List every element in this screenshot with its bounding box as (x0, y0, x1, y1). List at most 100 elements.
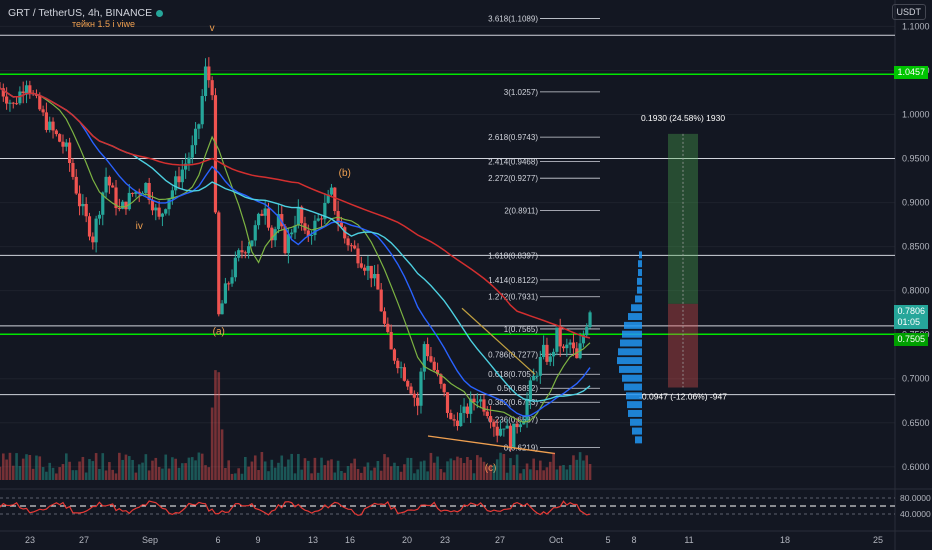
volume-bar (224, 467, 227, 480)
volume-bar (287, 459, 290, 480)
volume-bar (452, 460, 456, 480)
volume-bar (449, 458, 453, 480)
volume-bar (214, 370, 217, 480)
volume-bar (416, 469, 419, 480)
candle-body (210, 80, 214, 96)
candle-body (207, 66, 211, 81)
volume-bar (177, 467, 181, 480)
volume-bar (535, 470, 539, 480)
volume-bar (18, 466, 22, 480)
volume-bar (104, 470, 108, 480)
volume-bar (336, 460, 340, 480)
x-tick-label: Sep (142, 535, 158, 545)
candle-body (266, 208, 271, 228)
volume-bar (552, 452, 555, 480)
candle-body (233, 257, 237, 278)
volume-bar (525, 463, 529, 480)
volume-bar (118, 452, 121, 480)
volume-profile-bar (622, 374, 642, 382)
currency-button[interactable]: USDT (891, 4, 926, 20)
candle-body (38, 95, 42, 110)
volume-bar (476, 455, 479, 480)
candle-body (379, 289, 383, 312)
candle-body (525, 399, 529, 421)
candle-body (316, 218, 320, 221)
candle-body (439, 374, 443, 384)
fib-level-label: 0(0.6219) (504, 444, 539, 453)
volume-bar (41, 467, 45, 480)
candle-body (174, 176, 178, 191)
candle-body (250, 240, 254, 247)
volume-bar (439, 469, 443, 480)
volume-bar (174, 458, 177, 480)
volume-bar (263, 461, 267, 480)
candle-body (170, 190, 174, 200)
candle-body (87, 216, 92, 237)
x-tick-label: 5 (605, 535, 610, 545)
candle-body (495, 426, 499, 436)
candle-body (402, 367, 407, 381)
volume-bar (8, 452, 12, 480)
ma-red-line (0, 87, 591, 339)
candle-body (505, 425, 509, 429)
candle-body (200, 96, 204, 125)
candle-body (253, 225, 257, 241)
volume-bar (108, 462, 111, 480)
volume-bar (98, 468, 101, 480)
volume-profile-bar (628, 313, 642, 321)
candle-body (568, 342, 572, 345)
volume-bar (578, 452, 582, 480)
candle-body (555, 327, 559, 352)
volume-bar (134, 472, 138, 480)
candle-body (356, 248, 360, 264)
volume-bar (422, 460, 426, 480)
fib-level-label: 2.414(0.9468) (488, 157, 538, 166)
wave-label: (b) (339, 168, 351, 179)
candle-body (190, 145, 194, 158)
candle-body (290, 232, 294, 235)
candle-body (313, 220, 317, 235)
candle-body (353, 245, 357, 249)
x-tick-label: 6 (215, 535, 220, 545)
volume-bar (25, 454, 28, 480)
volume-bar (68, 461, 71, 480)
symbol-header: GRT / TetherUS, 4h, BINANCE (8, 7, 164, 19)
volume-bar (442, 472, 446, 480)
volume-bar (313, 457, 317, 480)
volume-bar (515, 454, 519, 480)
ma-green-line (0, 87, 591, 424)
volume-profile-bar (619, 365, 642, 373)
volume-bar (485, 465, 489, 480)
candle-body (465, 406, 469, 414)
candle-body (376, 273, 380, 290)
candle-body (84, 203, 88, 217)
candle-body (515, 423, 519, 428)
x-tick-label: 18 (780, 535, 790, 545)
candle-body (54, 130, 58, 135)
candle-body (71, 163, 75, 177)
volume-bar (171, 457, 174, 480)
candle-body (392, 349, 397, 361)
candle-body (94, 218, 98, 243)
volume-profile-bar (638, 260, 642, 268)
volume-bar (462, 463, 466, 480)
volume-bar (101, 453, 105, 480)
candle-body (366, 265, 370, 271)
volume-bar (38, 456, 42, 480)
candle-body (346, 238, 350, 246)
volume-bar (360, 472, 363, 480)
volume-bar (181, 463, 184, 480)
volume-bar (290, 453, 294, 480)
volume-bar (363, 466, 366, 480)
candle-body (442, 383, 446, 393)
volume-bar (61, 464, 65, 480)
candle-body (300, 206, 304, 224)
volume-bar (310, 473, 313, 480)
green-level-tag: 1.0457 (894, 66, 928, 79)
candle-body (187, 157, 191, 164)
candle-body (197, 124, 201, 129)
volume-bar (84, 472, 88, 480)
candle-body (518, 424, 523, 428)
candle-body (479, 399, 483, 402)
